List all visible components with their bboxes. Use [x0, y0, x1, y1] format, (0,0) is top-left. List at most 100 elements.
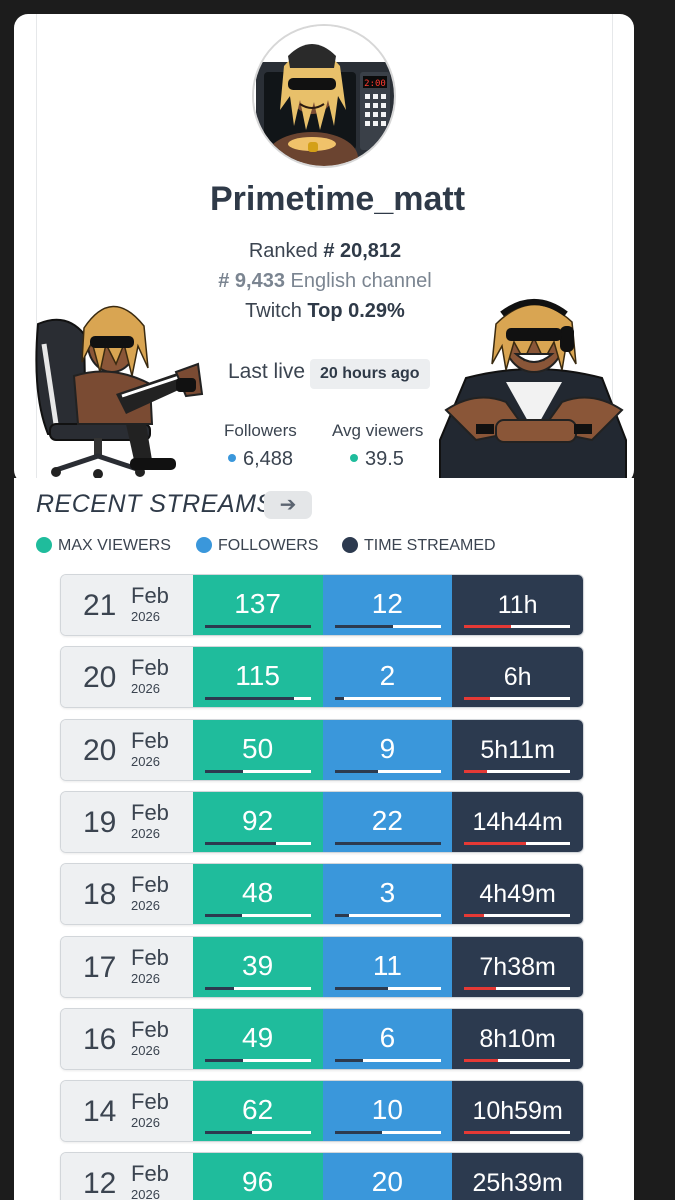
headset-gamer-illustration [439, 299, 627, 482]
max-viewers-cell: 96 [192, 1153, 323, 1200]
stream-year: 2026 [131, 753, 160, 769]
time-streamed-value: 7h38m [479, 952, 556, 981]
time-streamed-value: 14h44m [472, 807, 563, 836]
stream-row[interactable]: 14 Feb 2026 62 10 10h59m [60, 1080, 584, 1143]
stream-month: Feb [131, 1161, 169, 1187]
stream-month: Feb [131, 583, 169, 608]
followers-bar [334, 1058, 441, 1062]
followers-cell: 12 [322, 575, 453, 635]
max-viewers-cell: 39 [192, 936, 323, 997]
stream-year: 2026 [131, 1042, 160, 1058]
time-streamed-value: 11h [497, 591, 538, 619]
stream-date: 21 Feb 2026 [61, 575, 193, 635]
followers-gained-value: 20 [371, 1166, 403, 1198]
last-live-badge: 20 hours ago [310, 359, 430, 389]
max-viewers-value: 115 [235, 660, 280, 692]
followers-stat: 6,488 [228, 448, 293, 471]
stream-date: 17 Feb 2026 [61, 936, 193, 997]
ranked-value: # 20,812 [323, 240, 402, 262]
followers-cell: 9 [322, 719, 453, 780]
stream-month: Feb [131, 1089, 169, 1115]
time-streamed-cell: 14h44m [452, 791, 583, 852]
time-streamed-value: 8h10m [479, 1024, 556, 1053]
time-streamed-cell: 4h49m [452, 864, 583, 925]
card-divider-left [36, 14, 37, 480]
stream-row[interactable]: 19 Feb 2026 92 22 14h44m [60, 790, 584, 853]
followers-value: 6,488 [243, 448, 294, 470]
stream-day: 21 [83, 589, 117, 622]
max-viewers-bar [204, 914, 311, 918]
stream-date: 16 Feb 2026 [61, 1008, 193, 1069]
time-streamed-value: 4h49m [479, 880, 556, 909]
legend-followers: FOLLOWERS [196, 536, 318, 555]
max-viewers-bar [204, 841, 311, 845]
stream-day: 20 [83, 661, 117, 695]
time-streamed-cell: 6h [452, 647, 583, 708]
stream-year: 2026 [131, 681, 160, 697]
followers-bar [334, 986, 441, 990]
stream-year: 2026 [131, 1115, 160, 1131]
max-viewers-bar [204, 625, 311, 628]
followers-bar [334, 914, 441, 918]
followers-cell: 22 [322, 791, 453, 852]
stream-day: 18 [83, 878, 117, 912]
max-viewers-value: 48 [242, 877, 274, 909]
arrow-right-icon: ➔ [279, 494, 297, 516]
followers-gained-value: 9 [379, 732, 396, 764]
twitch-rank-line: Twitch Top 0.29% [0, 300, 650, 323]
stream-year: 2026 [131, 609, 160, 624]
time-streamed-value: 25h39m [472, 1169, 563, 1198]
ranked-label: Ranked [248, 240, 318, 262]
followers-gained-value: 22 [371, 804, 403, 836]
stream-row[interactable]: 20 Feb 2026 115 2 6h [60, 646, 584, 709]
recent-streams-arrow-button[interactable]: ➔ [264, 491, 312, 519]
stream-row[interactable]: 20 Feb 2026 50 9 5h11m [60, 718, 584, 781]
stream-year: 2026 [131, 1187, 160, 1200]
max-viewers-cell: 137 [192, 575, 323, 635]
followers-cell: 6 [322, 1008, 453, 1069]
time-streamed-cell: 11h [452, 575, 583, 635]
avg-viewers-stat: 39.5 [350, 448, 404, 471]
stream-row[interactable]: 21 Feb 2026 137 12 11h [60, 574, 584, 636]
max-viewers-bar [204, 1131, 311, 1135]
stream-row[interactable]: 16 Feb 2026 49 6 8h10m [60, 1007, 584, 1070]
max-viewers-cell: 50 [192, 719, 323, 780]
stream-day: 20 [83, 733, 117, 767]
stream-day: 12 [83, 1167, 117, 1200]
stream-day: 14 [83, 1095, 117, 1129]
time-streamed-bar [464, 769, 571, 773]
max-viewers-cell: 48 [192, 864, 323, 925]
legend-time-streamed: TIME STREAMED [342, 536, 496, 555]
max-viewers-bar [204, 1058, 311, 1062]
time-streamed-cell: 8h10m [452, 1008, 583, 1069]
language-rank-value: # 9,433 [218, 270, 285, 292]
followers-cell: 10 [322, 1081, 453, 1142]
avatar-clock: 2:00 [364, 79, 386, 89]
max-viewers-value: 49 [242, 1021, 274, 1053]
avg-viewers-dot-icon [350, 453, 358, 462]
stream-date: 20 Feb 2026 [61, 719, 193, 780]
time-streamed-cell: 10h59m [452, 1081, 583, 1142]
stream-month: Feb [131, 727, 169, 753]
time-streamed-bar [464, 914, 571, 918]
twitch-label: Twitch [245, 300, 302, 322]
legend-max-viewers: MAX VIEWERS [36, 536, 171, 555]
max-viewers-cell: 92 [192, 791, 323, 852]
followers-bar [334, 697, 441, 701]
stream-year: 2026 [131, 825, 160, 841]
time-streamed-cell: 5h11m [452, 719, 583, 780]
stream-year: 2026 [131, 898, 160, 914]
language-rank-label: English channel [290, 270, 432, 292]
stream-row[interactable]: 12 Feb 2026 96 20 25h39m [60, 1152, 584, 1200]
followers-label: Followers [224, 421, 297, 440]
stream-row[interactable]: 18 Feb 2026 48 3 4h49m [60, 863, 584, 926]
gamer-chair-illustration [35, 305, 204, 479]
time-streamed-value: 5h11m [480, 735, 555, 764]
avatar[interactable]: 2:00 [252, 24, 396, 168]
followers-gained-value: 10 [371, 1094, 403, 1126]
stream-date: 19 Feb 2026 [61, 791, 193, 852]
stream-row[interactable]: 17 Feb 2026 39 11 7h38m [60, 935, 584, 998]
followers-legend-dot-icon [196, 536, 212, 553]
time-streamed-value: 6h [503, 663, 532, 692]
max-viewers-value: 96 [242, 1166, 274, 1198]
